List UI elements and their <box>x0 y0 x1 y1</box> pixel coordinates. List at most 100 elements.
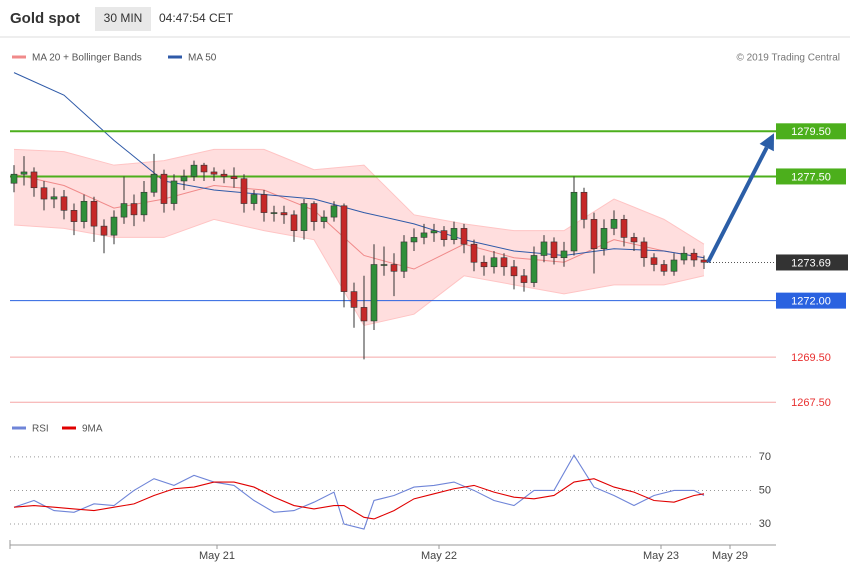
candle-body <box>600 228 608 250</box>
candle-body <box>310 203 318 222</box>
level-label: 1269.50 <box>791 352 831 364</box>
candle-body <box>200 164 208 173</box>
level-label-box <box>776 168 846 185</box>
candle-body <box>330 205 338 218</box>
ma20-line <box>13 173 705 270</box>
level-label-box <box>776 292 846 309</box>
candle-body <box>430 230 438 234</box>
level-label-box <box>776 123 846 140</box>
level-label: 1279.50 <box>791 126 831 138</box>
x-tick-label: May 23 <box>643 550 679 562</box>
candle-body <box>680 252 688 261</box>
candle-body <box>550 241 558 259</box>
candle-body <box>50 196 58 200</box>
candle-body <box>120 203 128 218</box>
candle-body <box>40 187 48 200</box>
candle-body <box>580 191 588 220</box>
candle-body <box>370 264 378 322</box>
time: 04:47:54 CET <box>159 11 234 25</box>
candle-body <box>570 191 578 252</box>
y-tick-label: 70 <box>759 451 771 463</box>
level-label: 1277.50 <box>791 171 831 183</box>
candle-body <box>460 228 468 245</box>
candle-body <box>560 250 568 259</box>
level-label-box <box>776 254 848 271</box>
candle-body <box>60 196 68 211</box>
candle-body <box>440 230 448 240</box>
candle-body <box>10 173 18 184</box>
candle-body <box>150 173 158 193</box>
candle-body <box>530 255 538 283</box>
candle-body <box>280 212 288 216</box>
candle-body <box>450 228 458 240</box>
forecast-arrow <box>706 146 769 264</box>
candle-body <box>160 173 168 204</box>
candle-body <box>340 205 348 292</box>
candle-body <box>130 203 138 216</box>
legend-label: MA 20 + Bollinger Bands <box>32 53 142 64</box>
candle-body <box>180 176 188 182</box>
candle-body <box>70 210 78 222</box>
candle-body <box>490 257 498 268</box>
interval-box <box>95 7 151 31</box>
candle-body <box>400 241 408 272</box>
candle-body <box>100 225 108 236</box>
candle-body <box>660 264 668 272</box>
candle-body <box>610 219 618 229</box>
candle-body <box>350 291 358 308</box>
x-tick-label: May 22 <box>421 550 457 562</box>
candle-body <box>270 212 278 214</box>
y-tick-label: 30 <box>759 518 771 530</box>
candle-body <box>670 259 678 272</box>
candle-body <box>640 241 648 259</box>
candle-body <box>300 203 308 231</box>
candle-body <box>630 237 638 243</box>
candle-body <box>140 191 148 216</box>
candle-body <box>250 194 258 204</box>
candle-body <box>170 180 178 204</box>
x-tick-label: May 21 <box>199 550 235 562</box>
candle-body <box>520 275 528 283</box>
candle-body <box>480 261 488 268</box>
forecast-arrowhead <box>759 133 774 152</box>
candle-body <box>650 257 658 265</box>
candle-body <box>220 173 228 177</box>
level-label: 1273.69 <box>791 257 831 269</box>
rsi-line <box>13 454 705 530</box>
candle-body <box>410 237 418 243</box>
level-label: 1272.00 <box>791 296 831 308</box>
legend-label: RSI <box>32 424 49 435</box>
source: © 2019 Trading Central <box>736 53 840 64</box>
candle-body <box>20 171 28 175</box>
candle-body <box>420 232 428 238</box>
candle-body <box>470 243 478 263</box>
candle-body <box>260 194 268 213</box>
bollinger-upper <box>13 148 705 245</box>
candle-body <box>690 252 698 261</box>
ma50-line <box>13 72 705 259</box>
candle-body <box>240 178 248 204</box>
candle-body <box>230 176 238 180</box>
candle-body <box>30 171 38 189</box>
interval: 30 MIN <box>104 11 143 25</box>
candle-body <box>290 214 298 231</box>
chart-title: Gold spot <box>10 10 80 27</box>
candle-body <box>700 259 708 263</box>
candle-body <box>210 171 218 175</box>
candle-body <box>510 266 518 277</box>
candle-body <box>80 200 88 222</box>
rsi-line <box>13 478 705 520</box>
candle-body <box>320 216 328 222</box>
level-label: 1267.50 <box>791 397 831 409</box>
candle-body <box>380 264 388 266</box>
candle-body <box>190 164 198 177</box>
candle-body <box>590 219 598 250</box>
candle-body <box>540 241 548 256</box>
candle-body <box>110 216 118 236</box>
candle-body <box>90 200 98 227</box>
x-tick-label: May 29 <box>712 550 748 562</box>
candle-body <box>500 257 508 268</box>
candle-body <box>390 264 398 272</box>
candle-body <box>360 307 368 322</box>
